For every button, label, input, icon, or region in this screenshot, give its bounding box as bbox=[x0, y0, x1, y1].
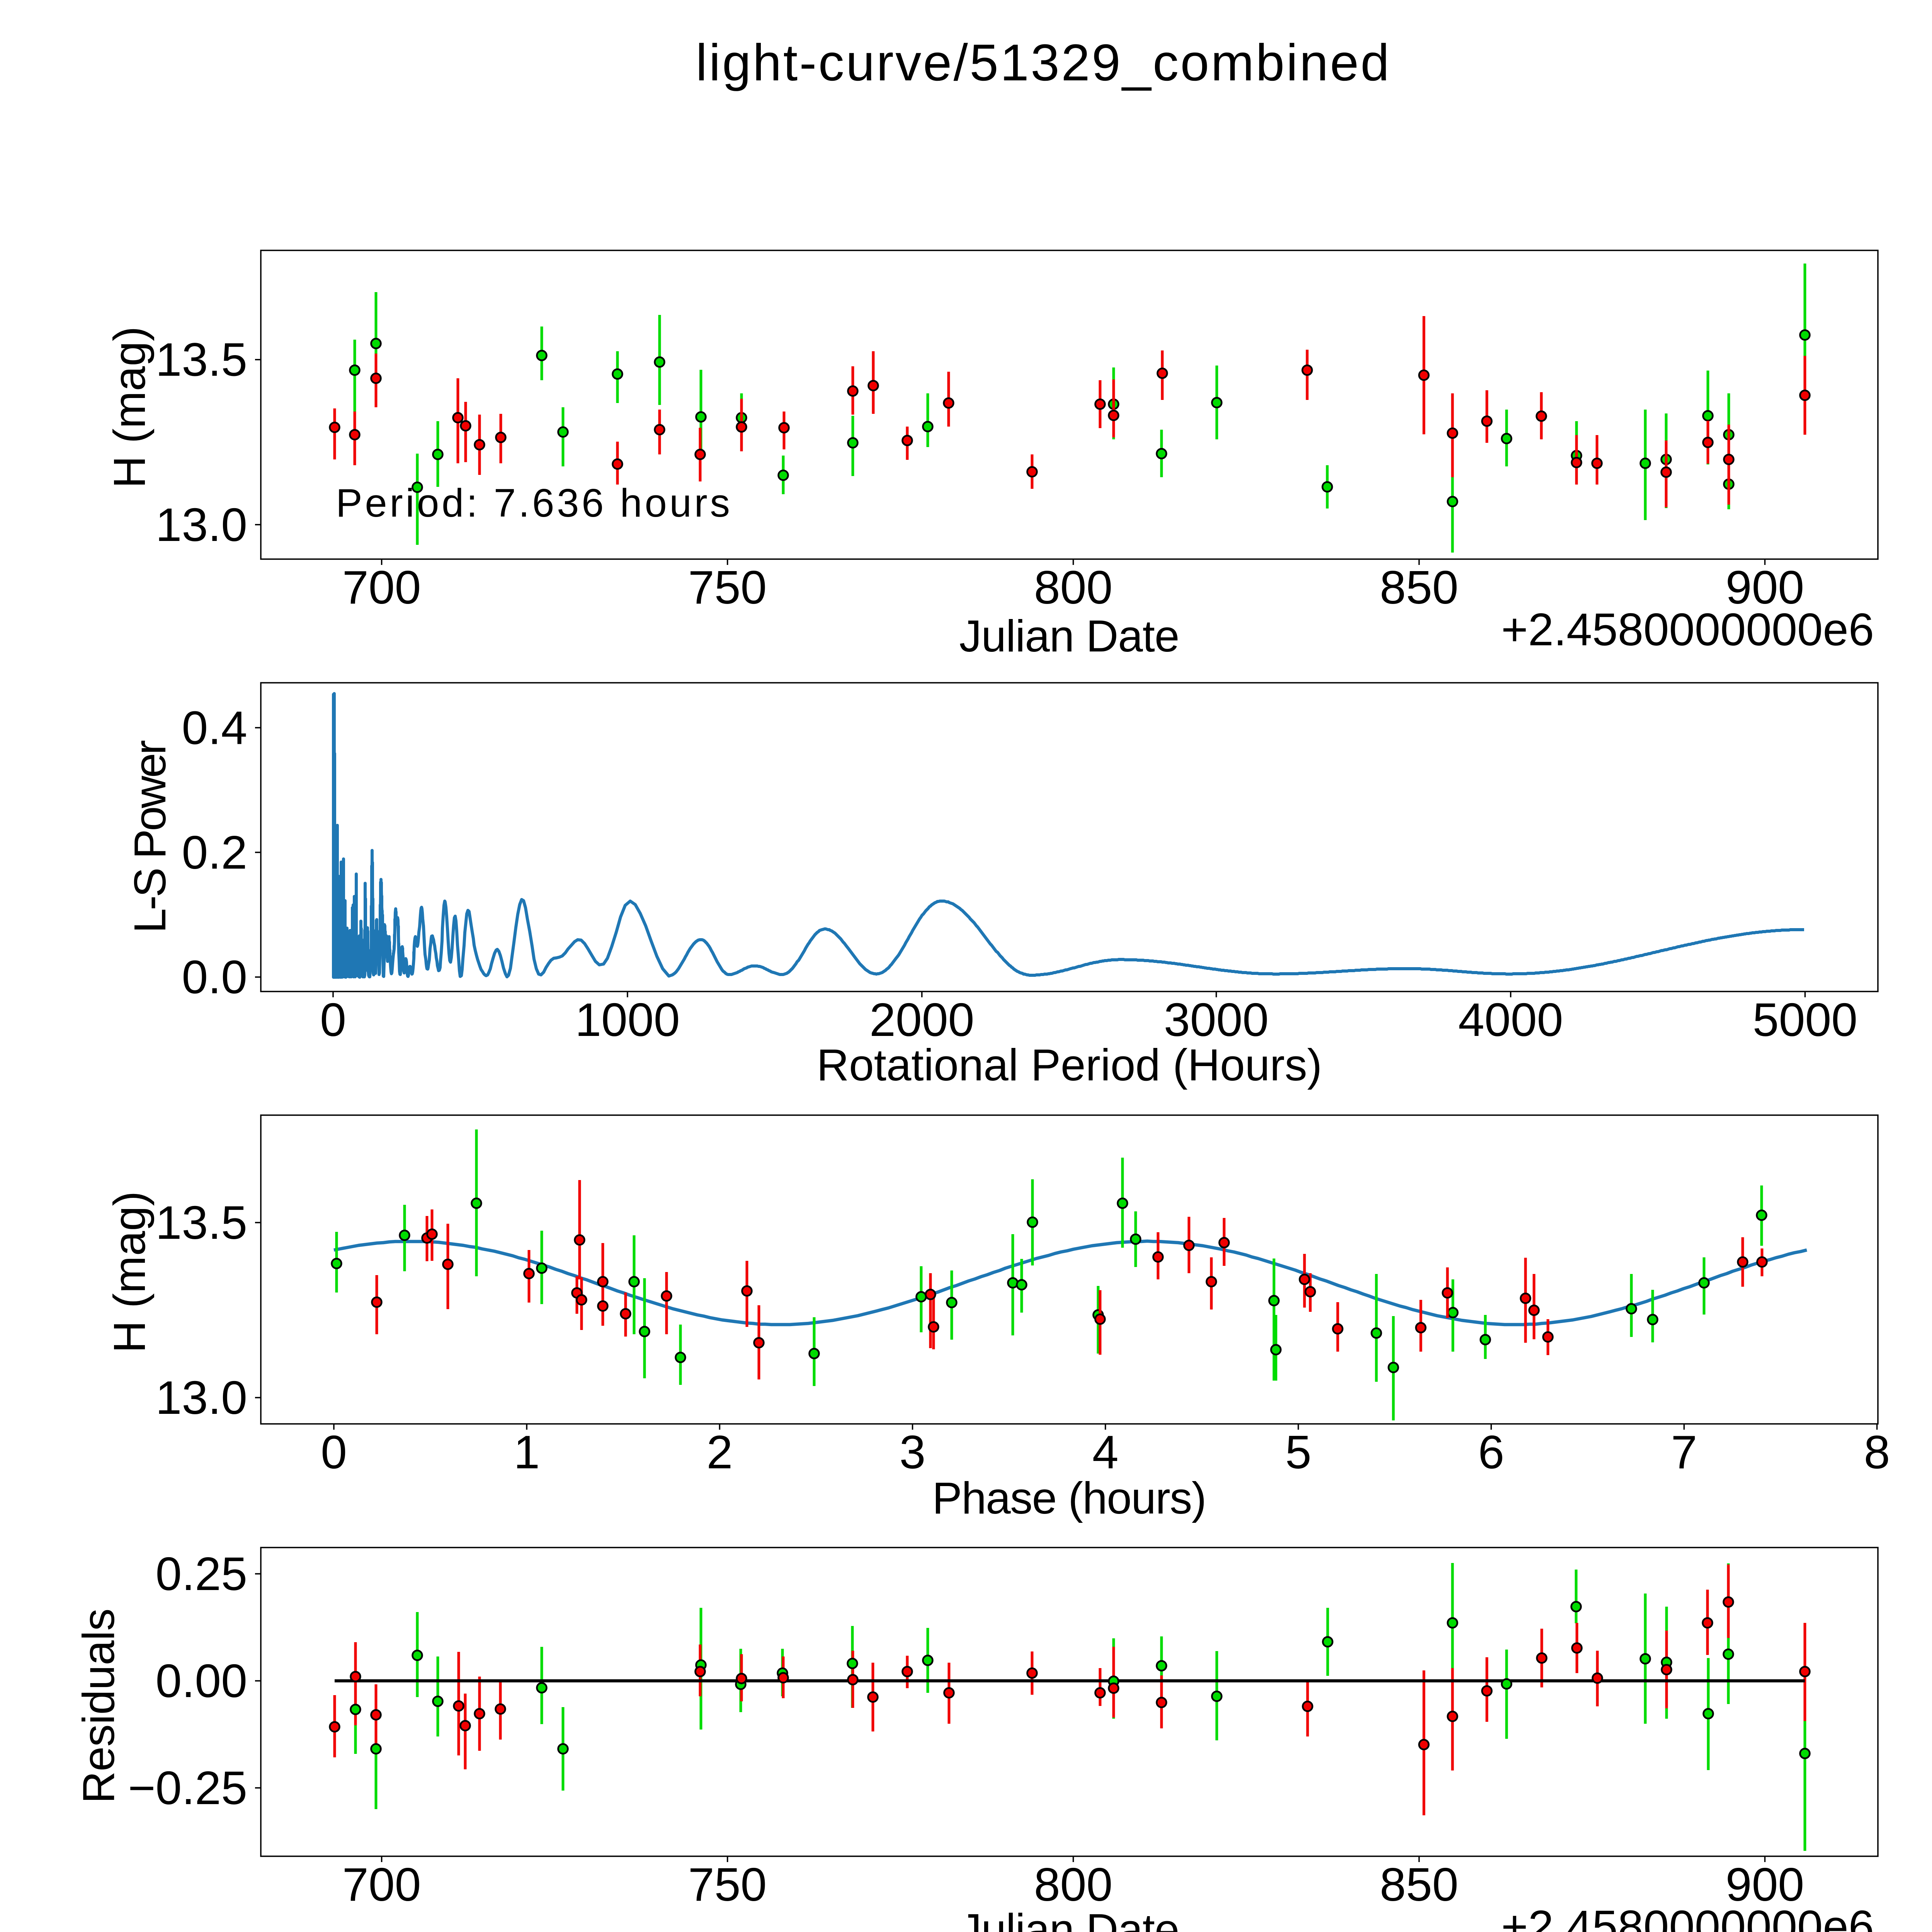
svg-text:850: 850 bbox=[1380, 561, 1459, 614]
svg-text:light-curve/51329_combined: light-curve/51329_combined bbox=[696, 34, 1389, 92]
svg-text:6: 6 bbox=[1478, 1426, 1504, 1478]
svg-text:4: 4 bbox=[1092, 1426, 1119, 1478]
svg-text:0.2: 0.2 bbox=[182, 826, 247, 879]
svg-text:+2.4580000000e6: +2.4580000000e6 bbox=[1501, 604, 1874, 655]
svg-text:4000: 4000 bbox=[1458, 993, 1563, 1046]
svg-text:−0.25: −0.25 bbox=[128, 1762, 247, 1814]
svg-text:700: 700 bbox=[342, 1858, 421, 1911]
svg-text:Period: 7.636 hours: Period: 7.636 hours bbox=[336, 481, 730, 525]
svg-text:850: 850 bbox=[1380, 1858, 1459, 1911]
svg-text:13.5: 13.5 bbox=[156, 1196, 247, 1249]
svg-text:2: 2 bbox=[706, 1426, 733, 1478]
svg-text:H (mag): H (mag) bbox=[104, 1191, 155, 1353]
svg-text:0.00: 0.00 bbox=[156, 1655, 247, 1707]
svg-text:+2.4580000000e6: +2.4580000000e6 bbox=[1501, 1901, 1874, 1932]
svg-text:13.0: 13.0 bbox=[156, 498, 247, 551]
svg-text:H (mag): H (mag) bbox=[104, 327, 155, 488]
svg-text:Rotational Period (Hours): Rotational Period (Hours) bbox=[817, 1040, 1322, 1090]
svg-text:7: 7 bbox=[1671, 1426, 1697, 1478]
svg-text:0.25: 0.25 bbox=[156, 1548, 247, 1600]
svg-text:800: 800 bbox=[1034, 1858, 1113, 1911]
svg-text:750: 750 bbox=[688, 561, 767, 614]
svg-text:5: 5 bbox=[1285, 1426, 1311, 1478]
svg-text:0.4: 0.4 bbox=[182, 701, 247, 754]
svg-text:Julian Date: Julian Date bbox=[959, 611, 1180, 661]
svg-text:8: 8 bbox=[1864, 1426, 1890, 1478]
svg-text:1: 1 bbox=[514, 1426, 540, 1478]
svg-text:0: 0 bbox=[320, 993, 346, 1046]
svg-text:2000: 2000 bbox=[869, 993, 974, 1046]
svg-text:Julian Date: Julian Date bbox=[959, 1905, 1180, 1932]
svg-text:800: 800 bbox=[1034, 561, 1113, 614]
svg-text:1000: 1000 bbox=[575, 993, 680, 1046]
svg-text:750: 750 bbox=[688, 1858, 767, 1911]
svg-text:900: 900 bbox=[1726, 561, 1804, 614]
svg-text:3000: 3000 bbox=[1164, 993, 1269, 1046]
svg-text:13.0: 13.0 bbox=[156, 1371, 247, 1424]
svg-text:L-S Power: L-S Power bbox=[125, 740, 175, 933]
svg-text:0: 0 bbox=[321, 1426, 347, 1478]
svg-text:900: 900 bbox=[1726, 1858, 1804, 1911]
svg-text:Phase (hours): Phase (hours) bbox=[932, 1473, 1207, 1523]
svg-text:0.0: 0.0 bbox=[182, 951, 247, 1003]
svg-text:Residuals: Residuals bbox=[73, 1609, 124, 1804]
svg-text:5000: 5000 bbox=[1753, 993, 1857, 1046]
svg-text:13.5: 13.5 bbox=[156, 333, 247, 386]
svg-text:700: 700 bbox=[342, 561, 421, 614]
svg-text:3: 3 bbox=[900, 1426, 926, 1478]
